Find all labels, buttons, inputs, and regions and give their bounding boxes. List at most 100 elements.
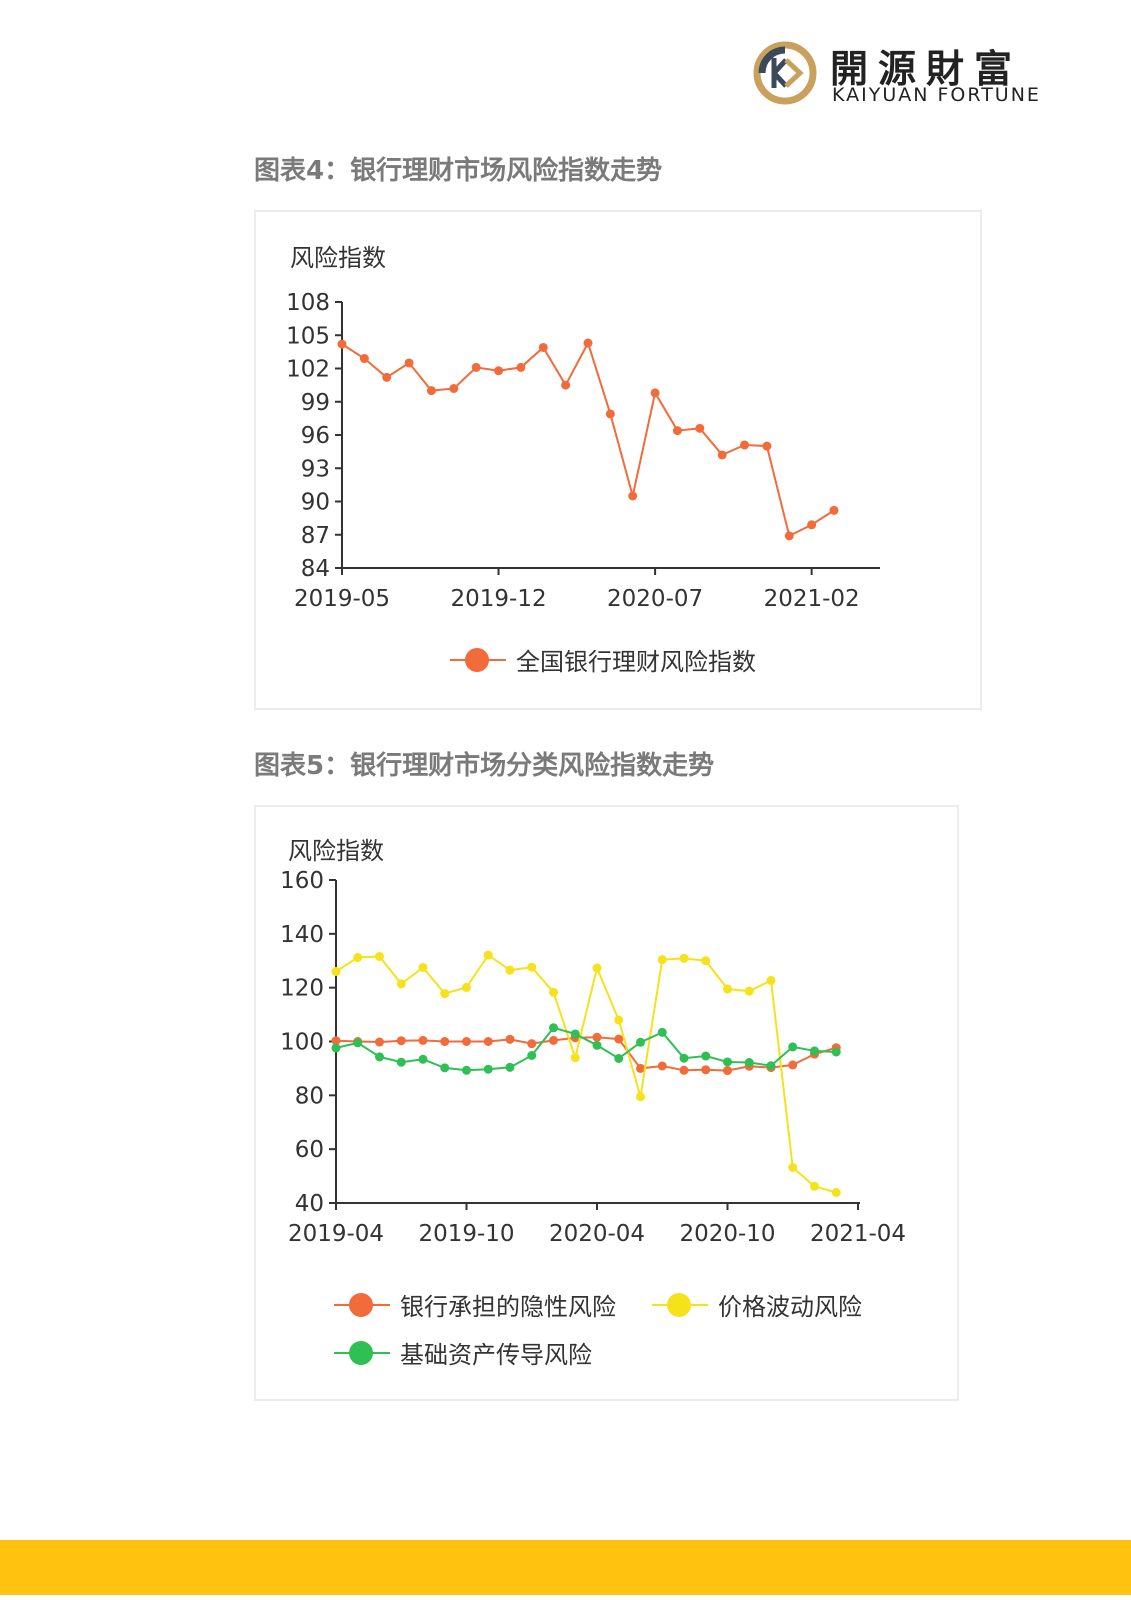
- fig5-data-point: [614, 1053, 624, 1063]
- fig5-y-tick-label: 140: [280, 922, 324, 948]
- legend-marker-icon: [450, 647, 506, 672]
- fig4-y-tick-label: 90: [301, 490, 330, 516]
- fig4-data-point: [583, 338, 593, 348]
- fig5-y-tick-label: 40: [295, 1191, 324, 1217]
- fig5-x-tick-label: 2020-04: [549, 1221, 645, 1247]
- figure4-caption: 图表4：银行理财市场风险指数走势: [254, 156, 663, 186]
- fig4-data-point: [561, 380, 571, 390]
- fig5-data-point: [331, 1043, 341, 1053]
- fig5-data-point: [375, 1037, 384, 1047]
- figure5-legend-item-implicit-risk[interactable]: 银行承担的隐性风险: [334, 1287, 616, 1322]
- fig5-data-point: [418, 1054, 428, 1064]
- fig5-data-point: [527, 1050, 537, 1060]
- legend-marker-icon: [334, 1292, 390, 1317]
- fig5-data-point: [788, 1060, 798, 1070]
- fig5-data-point: [744, 1057, 754, 1067]
- fig4-x-tick-label: 2019-05: [294, 586, 390, 612]
- fig4-y-tick-label: 102: [286, 357, 330, 383]
- fig5-data-point: [592, 963, 602, 973]
- fig5-data-point: [701, 1065, 711, 1075]
- fig5-data-point: [570, 1029, 580, 1039]
- figure5-plot: 40 60 80 100 120 140 160 2019-04 2019-10 2020-04 2…: [280, 868, 906, 1247]
- fig5-data-point: [636, 1092, 645, 1102]
- fig5-data-point: [657, 955, 667, 965]
- fig5-data-point: [483, 1037, 493, 1046]
- fig5-data-point: [462, 1037, 471, 1046]
- fig5-x-tick-label: 2021-04: [810, 1221, 906, 1247]
- legend-marker-icon: [652, 1292, 708, 1317]
- fig4-y-tick-label: 108: [286, 290, 330, 316]
- fig5-x-tick-label: 2019-04: [288, 1221, 384, 1247]
- fig5-y-tick-label: 60: [295, 1137, 324, 1163]
- company-logo: 開源財富 KAIYUAN FORTUNE: [752, 38, 1052, 110]
- fig5-x-tick-label: 2020-10: [679, 1221, 775, 1247]
- fig4-data-point: [449, 383, 459, 393]
- fig5-data-point: [527, 962, 537, 972]
- fig5-data-point: [440, 989, 450, 999]
- footer-bar: [0, 1540, 1131, 1595]
- fig5-data-point: [462, 982, 471, 992]
- fig4-data-point: [762, 441, 772, 451]
- fig5-data-point: [549, 1035, 558, 1045]
- fig5-series-line-1: [335, 953, 837, 1194]
- fig4-data-point: [829, 505, 839, 515]
- fig4-y-tick-label: 99: [301, 390, 330, 416]
- logo-english-text: KAIYUAN FORTUNE: [832, 84, 1041, 106]
- fig5-data-point: [744, 986, 754, 996]
- fig4-y-tick-label: 96: [301, 423, 330, 449]
- fig5-series-line-0: [335, 1036, 837, 1072]
- fig5-data-point: [396, 979, 406, 989]
- fig5-data-point: [679, 1053, 689, 1063]
- fig5-data-point: [418, 962, 428, 972]
- fig4-data-point: [426, 386, 436, 396]
- fig5-y-tick-label: 80: [295, 1083, 324, 1109]
- figure5-legend-item-asset-risk[interactable]: 基础资产传导风险: [334, 1335, 592, 1370]
- fig5-y-tick-label: 160: [280, 868, 324, 894]
- logo-chinese-text: 開源財富: [830, 46, 1023, 91]
- fig5-data-point: [440, 1063, 450, 1073]
- fig4-x-tick-label: 2020-07: [607, 586, 703, 612]
- figure4-plot: 84 87 90 93 96 99 102 105 108 2019-05 2019-12 2020-…: [286, 290, 880, 612]
- figure4-legend-item[interactable]: 全国银行理财风险指数: [450, 642, 756, 677]
- fig5-data-point: [505, 1062, 515, 1072]
- fig4-data-point: [807, 520, 817, 530]
- fig5-data-point: [788, 1042, 798, 1052]
- fig5-series-line-2: [335, 1026, 837, 1072]
- fig5-data-point: [462, 1065, 471, 1075]
- fig5-data-point: [636, 1063, 645, 1073]
- fig5-data-point: [592, 1032, 602, 1042]
- fig4-data-point: [784, 531, 794, 541]
- fig4-data-point: [404, 358, 414, 368]
- fig5-data-point: [831, 1047, 841, 1057]
- fig4-x-tick-label: 2021-02: [764, 586, 860, 612]
- fig5-data-point: [614, 1015, 624, 1025]
- fig4-data-point: [650, 388, 660, 398]
- fig5-data-point: [505, 1034, 515, 1044]
- fig5-data-point: [549, 1023, 558, 1033]
- fig5-data-point: [679, 953, 689, 963]
- fig5-data-point: [483, 950, 493, 960]
- figure5-legend-label: 银行承担的隐性风险: [400, 1293, 616, 1321]
- figure5-y-axis-label: 风险指数: [288, 837, 384, 865]
- fig5-data-point: [657, 1061, 667, 1071]
- fig5-data-point: [549, 987, 558, 997]
- figure5-legend-item-price-risk[interactable]: 价格波动风险: [652, 1287, 862, 1322]
- fig4-y-tick-label: 93: [301, 456, 330, 482]
- figure4-chart: 84 87 90 93 96 99 102 105 108 2019-05 2019-12 2020-…: [254, 210, 982, 710]
- fig5-data-point: [505, 965, 515, 975]
- fig5-data-point: [527, 1039, 537, 1049]
- figure5-legend-label: 价格波动风险: [718, 1293, 862, 1321]
- figure4-y-axis-label: 风险指数: [290, 244, 386, 272]
- fig5-y-tick-label: 100: [280, 1030, 324, 1056]
- fig5-data-point: [483, 1064, 493, 1074]
- fig4-data-point: [717, 450, 727, 460]
- figure4-legend-label: 全国银行理财风险指数: [516, 648, 756, 676]
- fig5-data-point: [831, 1188, 841, 1198]
- fig4-data-point: [628, 491, 638, 501]
- fig4-data-point: [471, 362, 481, 372]
- fig5-data-point: [375, 1052, 384, 1062]
- figure5-caption: 图表5：银行理财市场分类风险指数走势: [254, 751, 715, 781]
- fig5-data-point: [657, 1027, 667, 1037]
- fig5-x-tick-label: 2019-10: [418, 1221, 514, 1247]
- fig4-data-point: [359, 354, 369, 364]
